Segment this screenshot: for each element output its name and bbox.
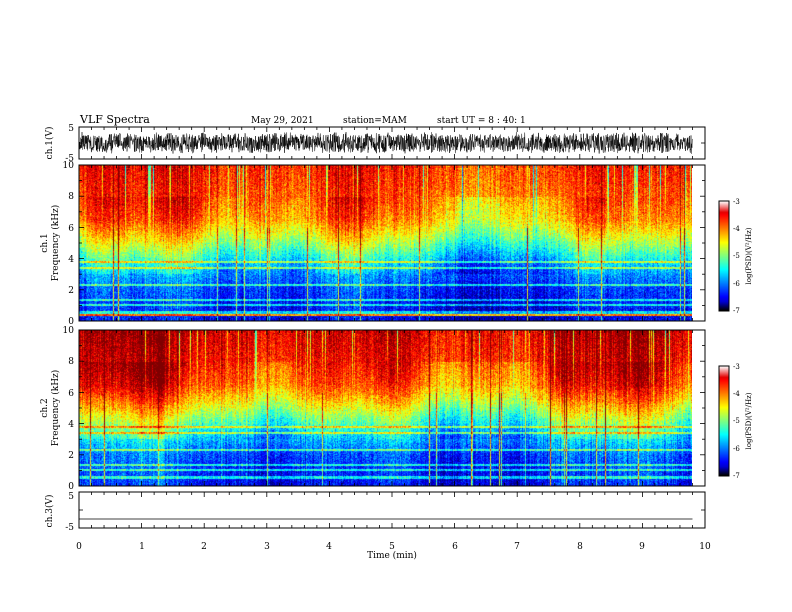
- ch1-ytick-bottom: -5: [65, 154, 74, 164]
- xtick-9: 9: [639, 542, 645, 552]
- ch1-colorbar: [719, 201, 729, 311]
- ch1-colorbar-label: log(PSD)(V²/Hz): [745, 227, 753, 284]
- ch1-cbar-tick-m3: -3: [733, 198, 740, 206]
- x-axis: 0 1 2 3 4 5 6 7 8 9 10 Time (min): [76, 542, 711, 561]
- station-label: station=MAM: [343, 116, 407, 126]
- ch1-cbar-tick-m5: -5: [733, 252, 740, 260]
- ch3-waveform-frame: [78, 491, 706, 529]
- xtick-6: 6: [452, 542, 458, 552]
- ch2-spectrogram-ylabel-channel: ch.2: [40, 398, 50, 417]
- ch2-cbar-tick-m6: -6: [733, 445, 740, 453]
- ch1-waveform-ylabel: ch.1(V): [44, 127, 55, 160]
- ch3-ytick-top: 5: [68, 492, 74, 502]
- ch1-ytick-top: 5: [68, 124, 74, 134]
- ch2-cbar-tick-m7: -7: [733, 472, 740, 480]
- ch2-spectrogram-ylabel-frequency: Frequency (kHz): [50, 370, 61, 447]
- axis-ticks: [78, 126, 706, 529]
- ch1-spectrogram-ylabel-channel: ch.1: [40, 233, 50, 252]
- xtick-8: 8: [577, 542, 583, 552]
- xtick-4: 4: [326, 542, 332, 552]
- ch1-cbar-tick-m6: -6: [733, 280, 740, 288]
- ch2-spectrogram-panel: 0 2 4 6 8 10 ch.2 Frequency (kHz) -3 -4 …: [40, 326, 753, 492]
- xtick-5: 5: [389, 542, 395, 552]
- ch1-freq-tick-2: 2: [68, 286, 74, 296]
- ch1-freq-tick-8: 8: [68, 192, 74, 202]
- date-label: May 29, 2021: [251, 116, 314, 126]
- ch2-spectrogram-image: [79, 330, 692, 486]
- ch2-freq-tick-2: 2: [68, 451, 74, 461]
- ch1-cbar-tick-m7: -7: [733, 307, 740, 315]
- x-axis-label: Time (min): [367, 550, 417, 561]
- ch1-freq-tick-4: 4: [68, 255, 74, 265]
- ch2-colorbar-frame: [718, 365, 730, 477]
- ch2-cbar-tick-m3: -3: [733, 363, 740, 371]
- ch2-freq-tick-6: 6: [68, 389, 74, 399]
- ch3-waveform-panel: 5 -5 ch.3(V): [44, 491, 706, 533]
- ch2-spectrogram-yticks: 0 2 4 6 8 10: [63, 326, 75, 492]
- ch1-freq-tick-10: 10: [63, 161, 75, 171]
- xtick-0: 0: [76, 542, 82, 552]
- ch2-colorbar: [719, 366, 729, 476]
- ch1-colorbar-frame: [718, 200, 730, 312]
- ch1-spectrogram-ylabel-frequency: Frequency (kHz): [50, 205, 61, 282]
- ch2-freq-tick-8: 8: [68, 357, 74, 367]
- xtick-1: 1: [139, 542, 145, 552]
- start-time-label: start UT = 8 : 40: 1: [437, 116, 526, 126]
- ch2-freq-tick-4: 4: [68, 420, 74, 430]
- ch1-cbar-tick-m4: -4: [733, 225, 740, 233]
- ch1-spectrogram-yticks: 0 2 4 6 8 10: [63, 161, 75, 327]
- ch1-waveform-panel: 5 -5 ch.1(V): [44, 124, 706, 164]
- figure-title: VLF Spectra: [79, 113, 150, 126]
- ch1-freq-tick-0: 0: [68, 317, 74, 327]
- ch2-freq-tick-10: 10: [63, 326, 75, 336]
- ch2-cbar-tick-m5: -5: [733, 417, 740, 425]
- ch2-colorbar-label: log(PSD)(V²/Hz): [745, 392, 753, 449]
- ch2-freq-tick-0: 0: [68, 482, 74, 492]
- xtick-3: 3: [264, 542, 270, 552]
- xtick-10: 10: [699, 542, 711, 552]
- ch2-cbar-tick-m4: -4: [733, 390, 740, 398]
- ch1-waveform-line: [78, 132, 693, 154]
- ch1-spectrogram-panel: 0 2 4 6 8 10 ch.1 Frequency (kHz) -3 -4 …: [40, 161, 753, 327]
- ch1-freq-tick-6: 6: [68, 224, 74, 234]
- ch3-waveform-ylabel: ch.3(V): [44, 495, 55, 528]
- ch1-spectrogram-image: [79, 165, 692, 321]
- xtick-2: 2: [201, 542, 207, 552]
- ch3-ytick-bottom: -5: [65, 523, 74, 533]
- xtick-7: 7: [514, 542, 520, 552]
